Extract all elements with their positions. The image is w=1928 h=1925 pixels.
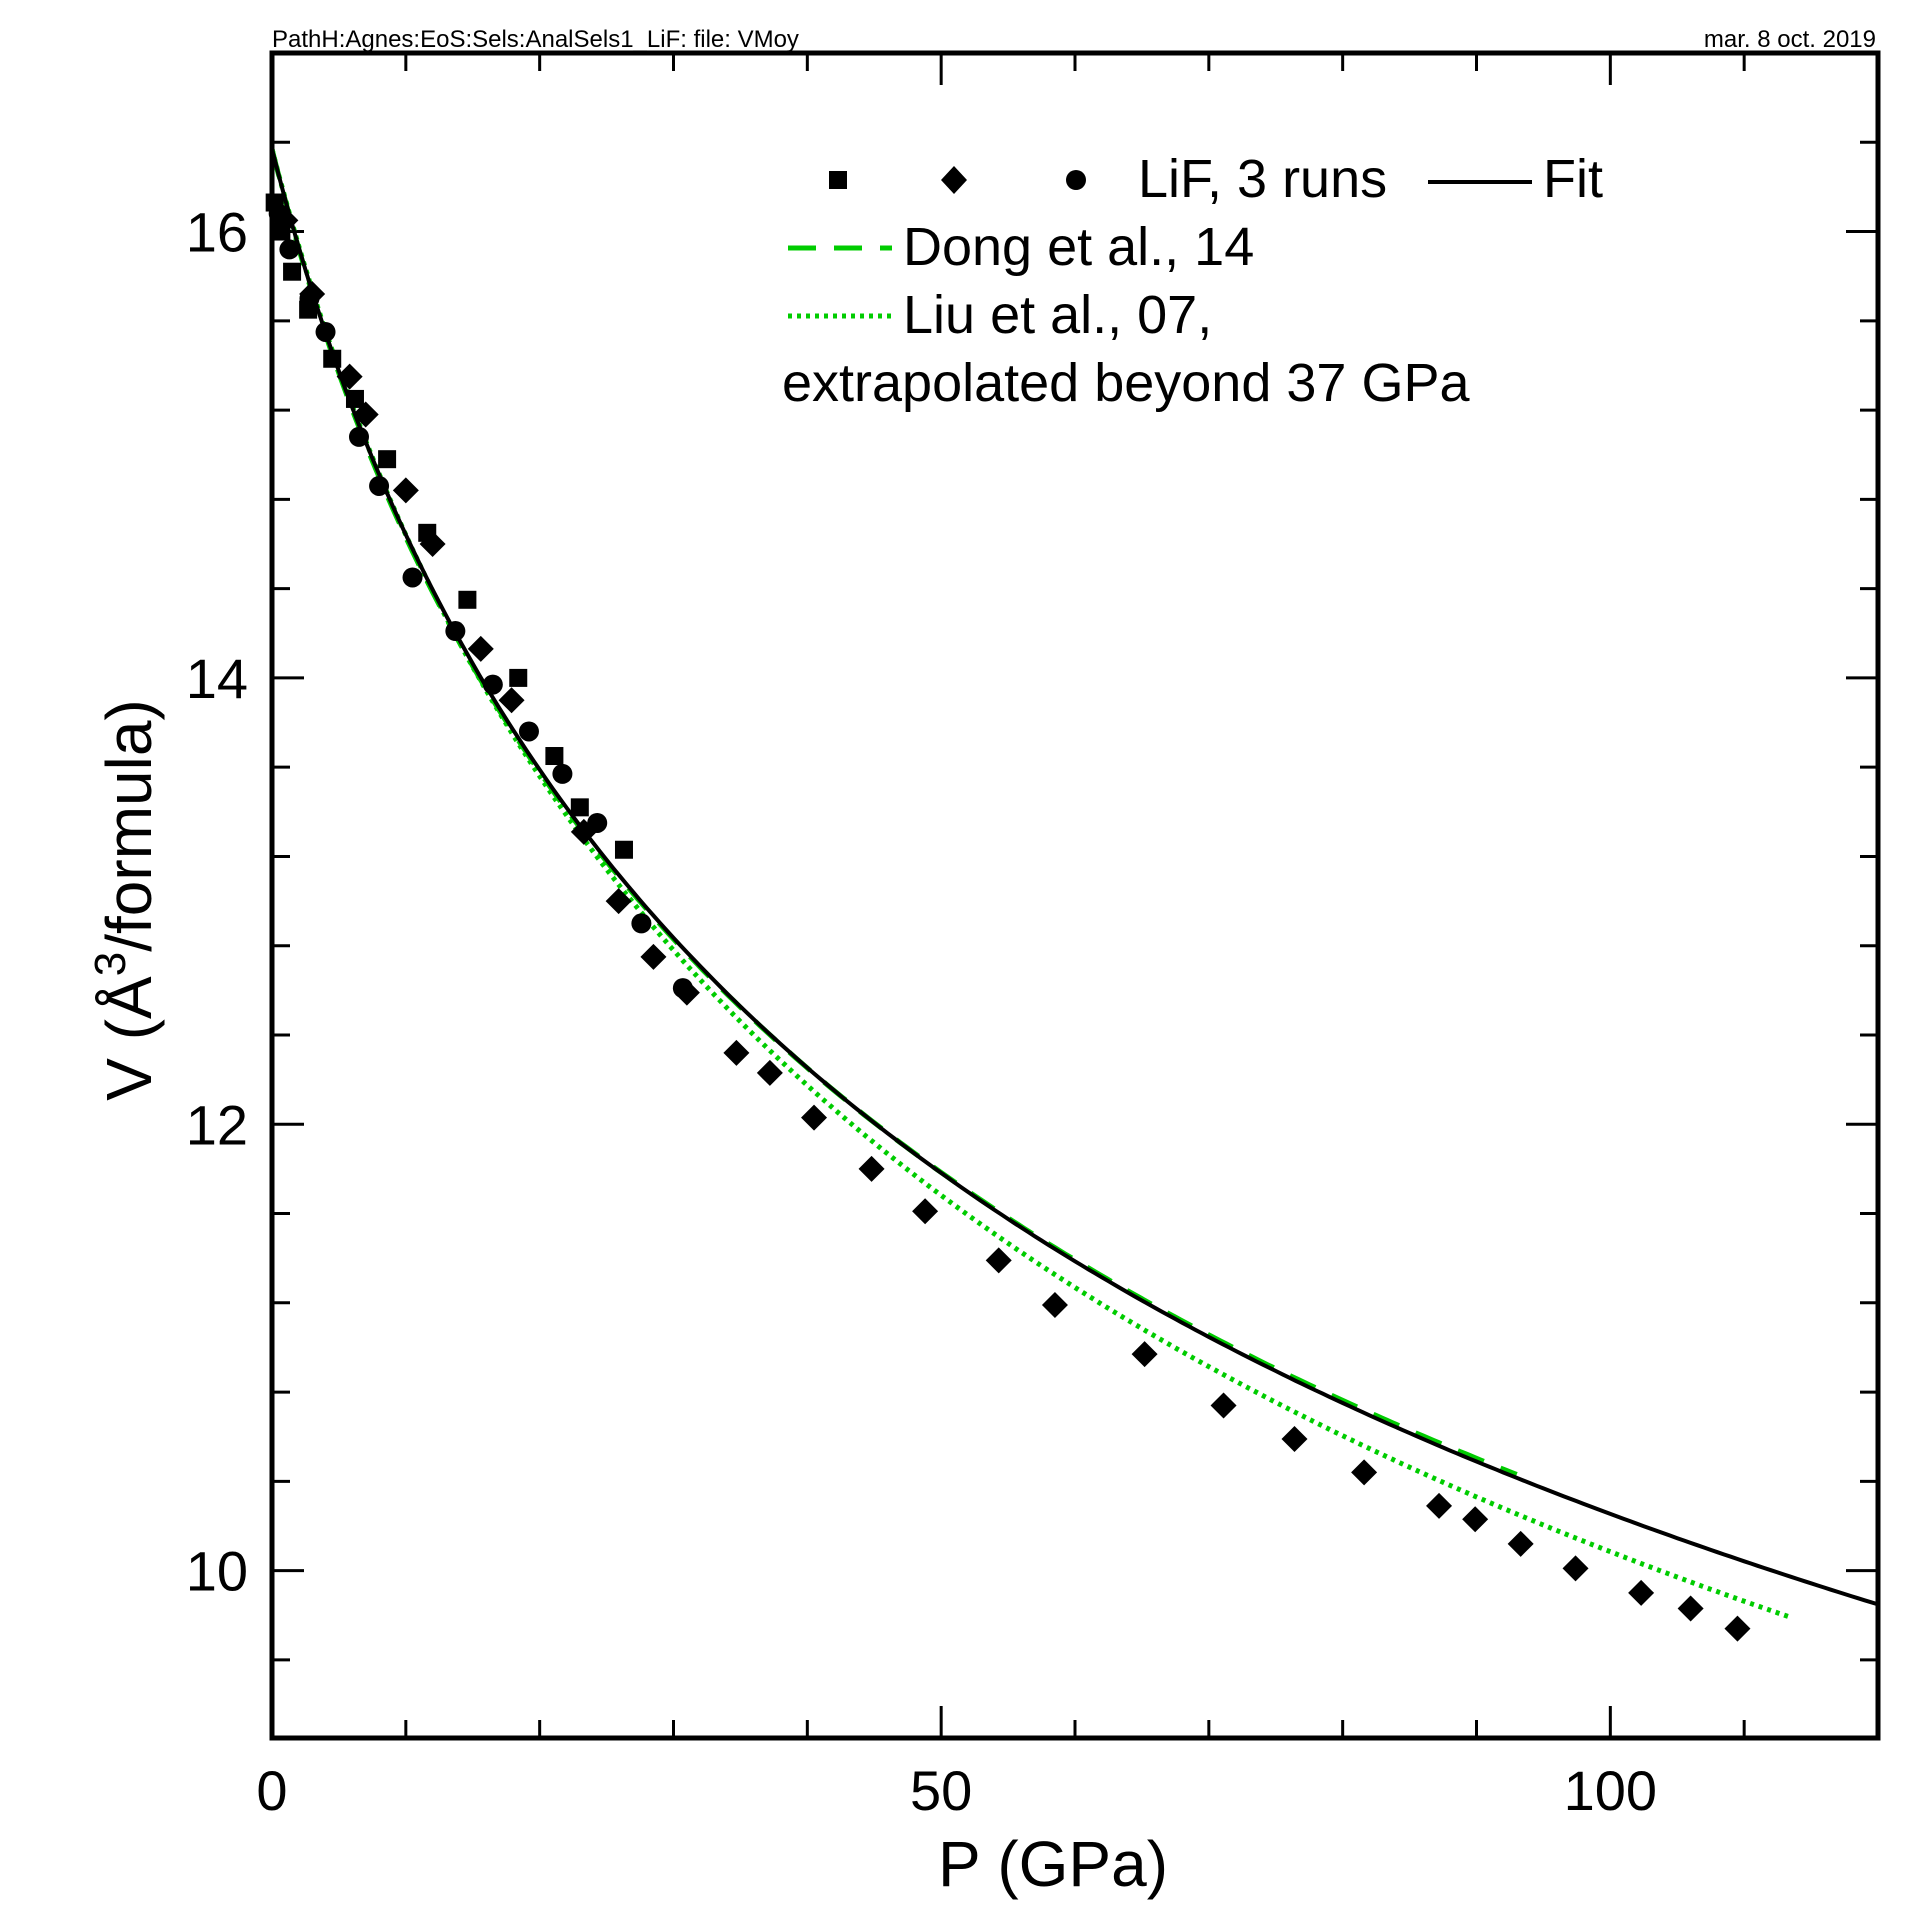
data-point-circle [348, 426, 369, 447]
data-point-circle [587, 812, 608, 833]
curves [269, 148, 1879, 1620]
data-point-diamond [336, 363, 363, 390]
data-point-square [570, 798, 589, 817]
data-point-diamond [1351, 1459, 1378, 1486]
legend-circle-marker [1066, 170, 1086, 190]
data-point-diamond [1281, 1425, 1308, 1452]
data-point-diamond [858, 1155, 885, 1182]
minor-ticks [272, 51, 1880, 1738]
data-point-circle [672, 978, 693, 999]
y-tick-label: 16 [186, 201, 248, 264]
legend-liu-label: Liu et al., 07, [903, 285, 1213, 345]
data-point-diamond [419, 530, 446, 557]
plot-frame [269, 50, 1881, 1741]
data-point-diamond [640, 943, 667, 970]
data-point-diamond [801, 1104, 828, 1131]
data-point-square [345, 389, 364, 408]
data-point-diamond [1426, 1492, 1453, 1519]
legend-diamond-marker [941, 166, 967, 194]
y-tick-label: 10 [186, 1540, 248, 1603]
data-point-circle [482, 674, 503, 695]
data-point-circle [369, 475, 390, 496]
data-point-diamond [1462, 1506, 1489, 1533]
data-point-diamond [912, 1198, 939, 1225]
y-axis-label-prefix: V (Å [93, 976, 165, 1101]
data-point-diamond [1131, 1341, 1158, 1368]
data-point-diamond [985, 1247, 1012, 1274]
x-tick-label: 50 [910, 1759, 972, 1822]
legend-dong-label: Dong et al., 14 [903, 217, 1255, 277]
y-tick-label: 12 [186, 1093, 248, 1156]
data-point-circle [279, 239, 300, 260]
legend-data-label: LiF, 3 runs [1138, 149, 1388, 209]
legend-fit-label: Fit [1543, 149, 1603, 209]
data-point-square [509, 668, 528, 687]
data-point-square [458, 590, 477, 609]
data-point-diamond [605, 888, 632, 915]
y-axis-label: V (Å3/formula) [86, 699, 165, 1100]
tick-labels: 0 50 100 10 12 14 16 [186, 201, 1657, 1822]
data-point-diamond [723, 1039, 750, 1066]
legend-liu-note: extrapolated beyond 37 GPa [782, 353, 1470, 413]
y-axis-label-suffix: /formula) [93, 699, 165, 952]
data-points [265, 193, 1751, 1642]
x-tick-label: 100 [1564, 1759, 1657, 1822]
data-point-diamond [1628, 1579, 1655, 1606]
header-file-path: PathH:Agnes:EoS:Sels:AnalSels1_LiF: file… [272, 26, 799, 53]
x-axis-label: P (GPa) [938, 1828, 1168, 1900]
x-tick-label: 0 [256, 1759, 287, 1822]
data-point-square [545, 747, 564, 766]
data-point-square [283, 262, 302, 281]
data-point-square [378, 450, 397, 469]
dong-curve [269, 148, 1518, 1477]
data-point-circle [402, 567, 423, 588]
data-point-circle [631, 913, 652, 934]
data-point-diamond [1677, 1595, 1704, 1622]
data-point-circle [552, 763, 573, 784]
data-point-circle [518, 721, 539, 742]
data-point-diamond [467, 635, 494, 662]
data-point-diamond [392, 477, 419, 504]
data-point-diamond [498, 687, 525, 714]
data-point-diamond [1724, 1615, 1751, 1642]
data-point-diamond [352, 401, 379, 428]
data-point-diamond [1041, 1292, 1068, 1319]
data-point-square [614, 840, 633, 859]
data-point-square [323, 349, 342, 368]
data-point-circle [315, 321, 336, 342]
y-axis-label-superscript: 3 [86, 951, 135, 977]
data-point-diamond [1507, 1530, 1534, 1557]
legend-symbols [788, 166, 1532, 319]
y-tick-label: 14 [186, 647, 248, 710]
data-point-circle [299, 288, 320, 309]
data-point-circle [445, 621, 466, 642]
header-date: mar. 8 oct. 2019 [1703, 26, 1876, 53]
data-point-diamond [1562, 1555, 1589, 1582]
data-point-diamond [1210, 1392, 1237, 1419]
legend-square-marker [829, 171, 847, 189]
fit-curve [270, 148, 1879, 1607]
data-point-diamond [756, 1059, 783, 1086]
